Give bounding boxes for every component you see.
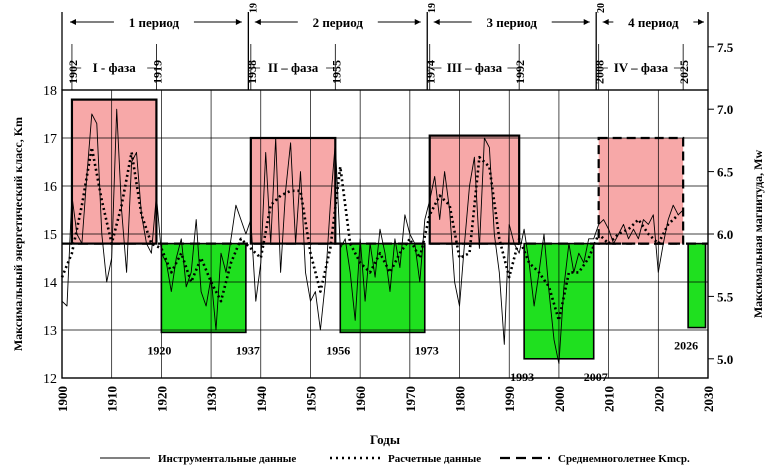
x-tick-label-1910: 1910 xyxy=(105,386,120,412)
legend-label-1: Инструментальные данные xyxy=(158,453,296,465)
x-tick-label-2020: 2020 xyxy=(651,386,666,412)
right-tick-label-6.5: 6.5 xyxy=(717,165,734,180)
phase-year-label-1992: 1992 xyxy=(513,60,527,84)
right-tick-label-5: 5.0 xyxy=(717,352,733,367)
period-label-2: 2 период xyxy=(313,15,364,30)
high-phase-box-3 xyxy=(428,134,521,245)
period-label-bg-2 xyxy=(297,13,378,29)
y-tick-label-15: 15 xyxy=(43,228,57,243)
x-tick-label-1950: 1950 xyxy=(303,386,318,412)
right-tick-label-7.5: 7.5 xyxy=(717,40,734,55)
phase-label-bg-3 xyxy=(441,58,508,76)
phase-year-label-1974: 1974 xyxy=(424,60,438,84)
period-label-bg-1 xyxy=(113,13,194,29)
legend-label-3: Среднемноголетнее Kmср. xyxy=(558,453,690,465)
y-axis-label-left: Максимальный энергетический класс, Km xyxy=(11,117,25,351)
labels-layer: 1900 1910 1920 1930 1940 1950 1960 1970 1980 1990… xyxy=(11,3,765,465)
low-box-start-label-4: 2026 xyxy=(674,339,698,353)
x-tick-label-1960: 1960 xyxy=(353,386,368,412)
x-axis-label: Годы xyxy=(370,432,400,447)
y-axis-label-right: Максимальная магнитуда, Mw xyxy=(751,150,765,319)
right-tick-label-6: 6.0 xyxy=(717,227,733,242)
phase-year-label-1902: 1902 xyxy=(66,60,80,84)
series-layer xyxy=(60,108,708,365)
low-phase-box-4 xyxy=(687,242,707,329)
y-tick-label-12: 12 xyxy=(43,372,57,387)
y-tick-label-18: 18 xyxy=(43,84,57,99)
low-box-end-label-1: 1937 xyxy=(236,343,260,357)
phase-year-label-2025: 2025 xyxy=(677,60,691,84)
phase-label-4: IV – фаза xyxy=(614,60,669,75)
low-phase-box-1 xyxy=(160,242,247,334)
period-arrow-right-3 xyxy=(583,19,590,25)
series-line-2 xyxy=(60,146,680,322)
period-arrow-left-3 xyxy=(433,19,440,25)
phase-year-label-2008: 2008 xyxy=(593,60,607,84)
x-tick-label-2010: 2010 xyxy=(602,386,617,412)
phase-label-bg-2 xyxy=(260,58,327,76)
right-tick-label-5.5: 5.5 xyxy=(717,289,734,304)
period-arrow-right-1 xyxy=(235,19,242,25)
x-tick-label-1940: 1940 xyxy=(254,386,269,412)
period-label-bg-3 xyxy=(471,13,552,29)
phase-year-label-1955: 1955 xyxy=(329,60,343,84)
period-boundary-label-2: 19 xyxy=(427,3,438,13)
period-arrow-left-4 xyxy=(602,19,609,25)
x-tick-label-1930: 1930 xyxy=(204,386,219,412)
x-tick-label-1900: 1900 xyxy=(55,386,70,412)
right-tick-label-7: 7.0 xyxy=(717,102,733,117)
y-tick-label-13: 13 xyxy=(43,324,57,339)
phase-label-bg-4 xyxy=(607,58,674,76)
x-tick-label-1920: 1920 xyxy=(154,386,169,412)
phase-label-bg-1 xyxy=(81,58,148,76)
period-boundary-label-1: 19 xyxy=(248,3,259,13)
y-tick-label-16: 16 xyxy=(43,180,57,195)
low-box-start-label-2: 1956 xyxy=(326,343,350,357)
x-tick-label-2030: 2030 xyxy=(701,386,716,412)
period-label-3: 3 период xyxy=(486,15,537,30)
x-tick-label-1980: 1980 xyxy=(453,386,468,412)
low-phase-box-2 xyxy=(339,242,426,334)
legend-label-2: Расчетные данные xyxy=(388,453,481,465)
phase-label-3: III – фаза xyxy=(447,60,503,75)
phase-label-2: II – фаза xyxy=(268,60,319,75)
y-tick-label-14: 14 xyxy=(43,276,57,291)
x-tick-label-1970: 1970 xyxy=(403,386,418,412)
period-arrow-right-2 xyxy=(414,19,421,25)
phase-year-label-1938: 1938 xyxy=(245,60,259,84)
low-box-start-label-3: 1993 xyxy=(510,370,534,384)
period-arrow-right-4 xyxy=(698,19,704,25)
period-label-1: 1 период xyxy=(129,15,180,30)
x-tick-label-1990: 1990 xyxy=(502,386,517,412)
phase-label-1: I - фаза xyxy=(93,60,137,75)
period-arrow-left-2 xyxy=(254,19,261,25)
grid-layer xyxy=(61,89,709,379)
low-box-start-label-1: 1920 xyxy=(147,343,171,357)
low-box-end-label-3: 2007 xyxy=(584,370,608,384)
period-arrow-left-1 xyxy=(70,19,76,25)
phase-boxes-layer xyxy=(70,98,707,360)
x-tick-label-2000: 2000 xyxy=(552,386,567,412)
period-label-bg-4 xyxy=(613,13,694,29)
period-boundary-label-3: 20 xyxy=(596,3,607,13)
frame-layer xyxy=(61,46,714,379)
low-box-end-label-2: 1973 xyxy=(415,343,439,357)
y-tick-label-17: 17 xyxy=(43,132,57,147)
period-label-4: 4 период xyxy=(628,15,679,30)
phase-year-label-1919: 1919 xyxy=(150,60,164,84)
series-line-1 xyxy=(61,108,684,365)
